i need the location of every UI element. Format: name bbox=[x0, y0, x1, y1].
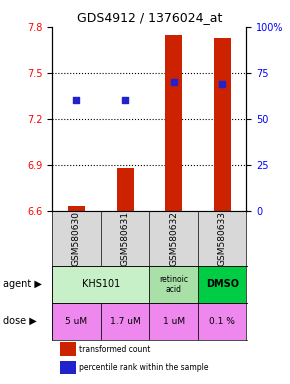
Text: GSM580632: GSM580632 bbox=[169, 211, 178, 266]
Bar bbox=[198, 303, 246, 339]
Text: 0.1 %: 0.1 % bbox=[209, 317, 235, 326]
Text: 1.7 uM: 1.7 uM bbox=[110, 317, 140, 326]
Bar bbox=[117, 168, 134, 211]
Bar bbox=[165, 35, 182, 211]
Bar bbox=[101, 303, 149, 339]
Bar bbox=[214, 38, 231, 211]
Text: transformed count: transformed count bbox=[79, 344, 151, 354]
Text: DMSO: DMSO bbox=[206, 280, 239, 290]
Title: GDS4912 / 1376024_at: GDS4912 / 1376024_at bbox=[77, 11, 222, 24]
Bar bbox=[52, 303, 101, 339]
Point bbox=[171, 79, 176, 85]
Bar bbox=[52, 266, 149, 303]
Text: 5 uM: 5 uM bbox=[66, 317, 88, 326]
Point bbox=[123, 98, 127, 104]
Point bbox=[74, 98, 79, 104]
Text: 1 uM: 1 uM bbox=[163, 317, 185, 326]
Text: dose ▶: dose ▶ bbox=[3, 316, 37, 326]
Text: KHS101: KHS101 bbox=[82, 280, 120, 290]
Text: GSM580633: GSM580633 bbox=[218, 211, 227, 266]
Text: GSM580630: GSM580630 bbox=[72, 211, 81, 266]
Bar bbox=[60, 361, 75, 374]
Bar bbox=[149, 303, 198, 339]
Bar bbox=[149, 266, 198, 303]
Bar bbox=[60, 342, 75, 356]
Text: retinoic
acid: retinoic acid bbox=[159, 275, 188, 294]
Bar bbox=[198, 266, 246, 303]
Text: agent ▶: agent ▶ bbox=[3, 280, 42, 290]
Bar bbox=[68, 206, 85, 211]
Text: GSM580631: GSM580631 bbox=[121, 211, 130, 266]
Point bbox=[220, 81, 224, 87]
Text: percentile rank within the sample: percentile rank within the sample bbox=[79, 363, 209, 372]
